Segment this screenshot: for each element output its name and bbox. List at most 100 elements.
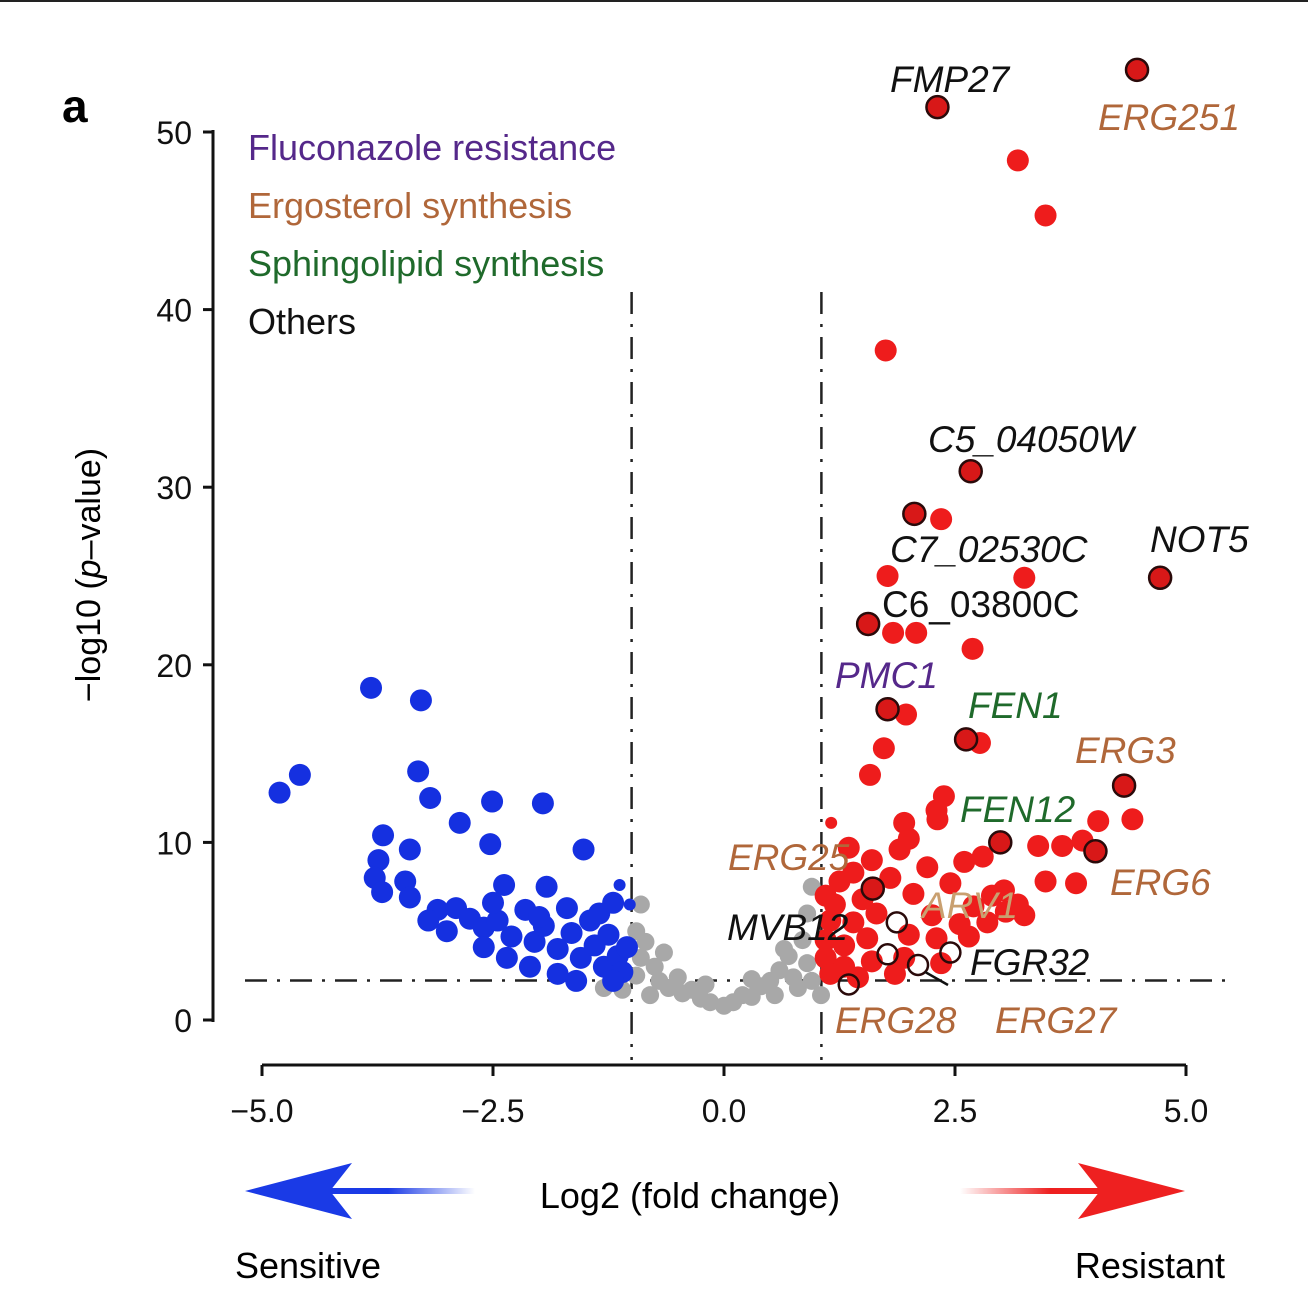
resistant-point: [837, 836, 860, 859]
sensitive-point: [435, 920, 458, 943]
sensitive-point: [409, 689, 432, 712]
resistant-point: [1027, 834, 1050, 857]
resistant-point: [846, 966, 869, 989]
resistant-point: [819, 962, 842, 985]
gene-label-fen1: FEN1: [968, 685, 1063, 726]
ns-point: [701, 993, 720, 1012]
ns-point: [802, 971, 821, 990]
gene-label-erg28: ERG28: [835, 1000, 957, 1041]
ns-point: [631, 948, 650, 967]
resistant-point: [897, 923, 920, 946]
sensitive-label: Sensitive: [235, 1245, 381, 1286]
gene-label-erg3: ERG3: [1075, 730, 1176, 771]
labeled-gene-point: [1111, 773, 1137, 798]
y-tick-label: 0: [174, 1003, 192, 1039]
sensitive-point: [615, 936, 638, 959]
labeled-gene-point: [855, 611, 881, 637]
labeled-gene-point: [885, 911, 909, 934]
resistant-point: [1051, 834, 1074, 857]
ns-point: [742, 970, 761, 989]
resistant-point: [858, 763, 881, 786]
resistant-point: [930, 952, 953, 975]
resistant-point: [856, 927, 879, 950]
resistant-point: [1034, 204, 1057, 227]
sensitive-point: [623, 898, 636, 911]
resistant-point: [994, 900, 1017, 923]
points: [268, 57, 1173, 1015]
ns-point: [654, 943, 673, 962]
resistant-point: [957, 925, 980, 948]
labeled-gene-point: [906, 953, 930, 977]
sensitive-point: [448, 811, 471, 834]
sensitive-point: [367, 849, 390, 872]
ns-point: [631, 895, 650, 914]
ns-point: [775, 939, 794, 958]
legend: Fluconazole resistance Ergosterol synthes…: [248, 127, 616, 342]
x-tick-label: −5.0: [230, 1093, 293, 1129]
legend-entry: Others: [248, 301, 356, 342]
resistant-point: [842, 911, 865, 934]
resistant-point: [939, 872, 962, 895]
resistant-point: [916, 856, 939, 879]
labeled-gene-point: [875, 696, 900, 722]
sensitive-point: [472, 936, 495, 959]
gene-label-arv1: ARV1: [920, 885, 1018, 926]
labeled-gene-point: [953, 727, 979, 752]
sensitive-point: [360, 676, 383, 699]
labeled-gene-point: [988, 830, 1013, 855]
ns-point: [645, 957, 664, 976]
gene-labels: ERG251 FMP27 C5_04050W C7_02530C NOT5 C6_0380…: [727, 59, 1249, 1041]
ns-point: [793, 931, 812, 950]
sensitive-point: [372, 824, 395, 847]
legend-entry: Ergosterol synthesis: [248, 185, 572, 226]
sensitive-point: [500, 925, 523, 948]
labeled-gene-point: [939, 941, 962, 964]
labeled-gene-point: [876, 943, 899, 966]
resistant-point: [1087, 810, 1110, 833]
sensitive-point: [417, 909, 440, 932]
gene-label-pmc1: PMC1: [835, 655, 938, 696]
sensitive-point: [602, 891, 625, 914]
labeled-gene-point: [860, 876, 886, 901]
resistant-point: [902, 882, 925, 905]
resistant-point: [1034, 870, 1057, 893]
sensitive-point: [481, 790, 504, 813]
ns-point: [812, 986, 831, 1005]
resistant-point: [879, 866, 902, 889]
sensitive-point: [268, 781, 291, 804]
sensitive-point: [419, 787, 442, 809]
sensitive-point: [560, 921, 583, 944]
resistant-point: [1065, 872, 1088, 895]
sensitive-arrow: [245, 1163, 475, 1219]
x-tick-label: 0.0: [702, 1093, 746, 1129]
sensitive-point: [535, 875, 558, 898]
gene-label-c5_04050w: C5_04050W: [928, 419, 1137, 460]
resistant-point: [814, 929, 837, 952]
resistant-point: [819, 909, 842, 932]
sensitive-point: [518, 955, 541, 978]
gene-label-c6_03800c: C6_03800C: [882, 584, 1079, 625]
resistant-point: [920, 904, 943, 927]
sensitive-point: [486, 909, 509, 932]
ns-point: [668, 968, 687, 987]
ns-point: [765, 986, 784, 1005]
ns-point: [641, 986, 660, 1005]
sensitive-point: [546, 937, 569, 960]
resistant-point: [961, 637, 984, 660]
sensitive-point: [602, 969, 625, 992]
gene-label-fgr32: FGR32: [970, 942, 1090, 983]
y-tick-label: 40: [156, 293, 192, 329]
gene-label-c7_02530c: C7_02530C: [890, 529, 1088, 570]
resistant-point: [976, 911, 999, 934]
resistant-point: [930, 508, 953, 531]
resistant-point: [833, 934, 856, 957]
sensitive-point: [493, 874, 516, 897]
resistant-point: [865, 902, 888, 925]
sensitive-point: [613, 879, 626, 892]
resistant-point: [1006, 149, 1029, 172]
ns-point: [798, 904, 817, 923]
ns-point: [636, 932, 655, 951]
labeled-gene-point: [1147, 565, 1173, 591]
gene-label-erg251: ERG251: [1098, 97, 1240, 138]
